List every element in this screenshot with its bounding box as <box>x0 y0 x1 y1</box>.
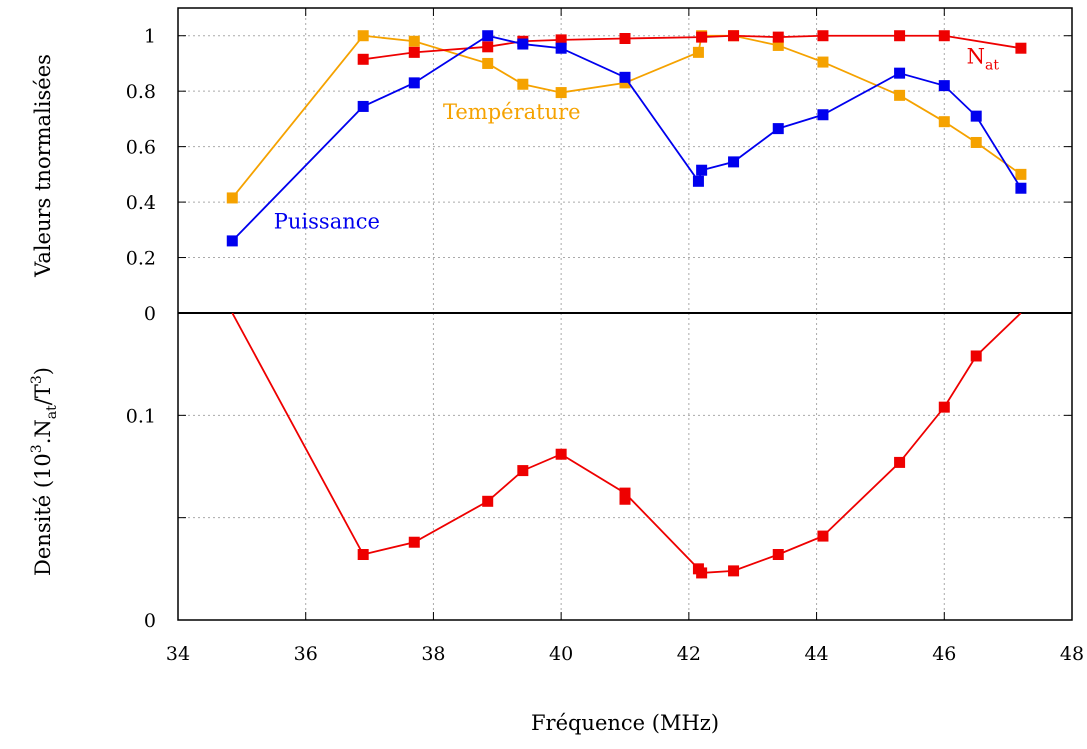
bottom-point-Densité <box>357 549 369 561</box>
y-axis-label-part: Densité (10 <box>31 453 55 576</box>
x-tick-label: 48 <box>1060 643 1084 665</box>
x-tick-label: 46 <box>932 643 956 665</box>
top-point-Puissance <box>619 71 631 83</box>
x-axis-label: Fréquence (MHz) <box>531 711 719 735</box>
y-tick-label-top: 0.8 <box>126 81 156 103</box>
series-label-puissance: Puissance <box>274 209 380 233</box>
bottom-series-Densité <box>231 313 1022 579</box>
top-point-Puissance <box>772 123 784 135</box>
top-point-Nat <box>894 30 906 42</box>
bottom-point-Densité <box>619 493 631 505</box>
series-layer <box>226 30 1027 579</box>
bottom-point-Densité <box>517 465 529 477</box>
bottom-point-Densité <box>817 530 829 542</box>
bottom-point-Densité <box>482 495 494 507</box>
top-point-Température <box>1015 168 1027 180</box>
bottom-point-Densité <box>970 350 982 362</box>
top-point-Puissance <box>555 42 567 54</box>
bottom-point-Densité <box>555 448 567 460</box>
top-point-Nat <box>1015 42 1027 54</box>
top-point-Nat <box>772 31 784 43</box>
series-label-temperature: Température <box>443 100 581 124</box>
top-point-Puissance <box>817 109 829 121</box>
bottom-point-Densité <box>772 549 784 561</box>
top-point-Température <box>817 56 829 68</box>
y-tick-label-top: 1 <box>144 26 156 48</box>
top-point-Puissance <box>1015 182 1027 194</box>
top-point-Température <box>692 46 704 58</box>
series-label-nat-main: N <box>967 44 985 68</box>
top-line-Température <box>231 34 1022 199</box>
top-point-Température <box>619 77 631 89</box>
top-point-Nat <box>817 30 829 42</box>
bottom-point-Densité <box>938 401 950 413</box>
y-tick-label-bottom: 0.1 <box>126 405 156 427</box>
top-point-Température <box>894 89 906 101</box>
top-point-Température <box>408 35 420 47</box>
y-axis-label-part: .N <box>31 419 55 444</box>
top-series-Puissance <box>226 30 1027 247</box>
y-axis-label-part: 3 <box>29 375 45 384</box>
y-tick-label-top: 0.4 <box>126 192 156 214</box>
top-point-Puissance <box>357 100 369 112</box>
x-tick-label: 44 <box>804 643 828 665</box>
bottom-point-Densité <box>619 487 631 499</box>
bottom-point-Densité <box>728 565 740 577</box>
top-point-Puissance <box>728 156 740 168</box>
top-point-Nat <box>408 46 420 58</box>
top-point-Puissance <box>482 30 494 42</box>
top-point-Température <box>938 116 950 128</box>
y-tick-label-top: 0.2 <box>126 248 156 270</box>
x-tick-label: 42 <box>677 643 701 665</box>
bottom-line-Densité <box>231 313 1022 574</box>
top-point-Nat <box>938 30 950 42</box>
top-series-Nat <box>357 30 1027 65</box>
top-point-Température <box>970 136 982 148</box>
top-point-Température <box>772 39 784 51</box>
series-label-nat-sub: at <box>985 57 999 73</box>
y-axis-label-part: /T <box>31 384 55 405</box>
top-point-Température <box>555 87 567 99</box>
y-tick-label-top: 0.6 <box>126 137 156 159</box>
bottom-point-Densité <box>408 536 420 548</box>
y-axis-label-part: ) <box>31 367 55 375</box>
top-point-Puissance <box>692 175 704 187</box>
x-tick-label: 38 <box>421 643 445 665</box>
y-axis-label-part: at <box>44 405 60 419</box>
top-point-Nat <box>619 33 631 44</box>
label-layer: Puissance Température Nat <box>274 44 1000 233</box>
top-line-Puissance <box>231 34 1022 242</box>
series-label-nat: Nat <box>967 44 1000 73</box>
y-axis-label-top: Valeurs tnormalisées <box>31 54 55 278</box>
top-point-Puissance <box>970 110 982 122</box>
y-tick-label-top: 0 <box>144 303 156 325</box>
top-point-Puissance <box>938 80 950 92</box>
top-point-Nat <box>357 53 369 65</box>
top-point-Puissance <box>226 235 238 247</box>
top-point-Nat <box>696 31 708 43</box>
top-point-Nat <box>728 30 740 42</box>
top-point-Puissance <box>696 164 708 176</box>
x-tick-label: 36 <box>294 643 318 665</box>
x-tick-label: 34 <box>166 643 190 665</box>
top-point-Température <box>357 30 369 42</box>
axes-layer: 0 0.2 0.4 0.6 0.8 1 0 0.1 34 36 38 40 42 44 46 48 Fréque… <box>29 7 1084 735</box>
top-point-Puissance <box>894 67 906 79</box>
top-point-Nat <box>482 41 494 53</box>
y-axis-label-part: 3 <box>29 444 45 453</box>
top-point-Température <box>517 78 529 90</box>
top-point-Puissance <box>408 77 420 89</box>
bottom-point-Densité <box>696 567 708 579</box>
top-point-Température <box>482 57 494 69</box>
top-point-Température <box>226 192 238 204</box>
y-axis-label-bottom: Densité (103.Nat/T3) <box>29 367 60 576</box>
top-point-Puissance <box>517 38 529 50</box>
bottom-point-Densité <box>894 456 906 468</box>
top-series-Température <box>226 30 1027 204</box>
top-point-Nat <box>555 34 567 46</box>
y-tick-label-bottom: 0 <box>144 610 156 632</box>
x-tick-label: 40 <box>549 643 573 665</box>
